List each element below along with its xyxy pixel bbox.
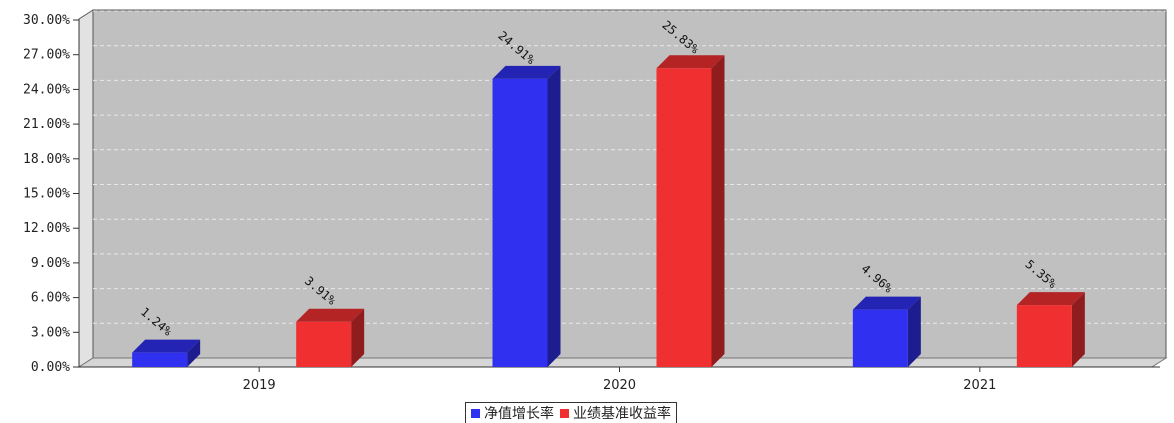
plot-background	[77, 9, 1168, 368]
bar-净值增长率-2020	[492, 65, 561, 368]
bar-top	[132, 339, 201, 353]
legend-item-series-2: 业绩基准收益率	[560, 403, 671, 423]
legend-item-series-1: 净值增长率	[471, 403, 554, 423]
left-wall	[78, 9, 94, 368]
legend: 净值增长率 业绩基准收益率	[465, 402, 677, 423]
y-tick-label: 30.00%	[23, 13, 70, 28]
x-axis: 2019 2020 2021	[79, 366, 1160, 393]
y-tick-label: 6.00%	[31, 291, 70, 306]
legend-swatch-series-1	[471, 408, 480, 418]
y-tick-label: 18.00%	[23, 152, 70, 167]
bar-业绩基准收益率-2020	[656, 55, 725, 367]
bar-front	[656, 68, 712, 367]
bar-净值增长率-2019	[132, 339, 201, 367]
y-tick-label: 24.00%	[23, 82, 70, 97]
bar-top	[296, 308, 365, 322]
legend-label-series-2: 业绩基准收益率	[573, 406, 671, 422]
floor	[77, 357, 1168, 368]
bar-top	[656, 55, 725, 69]
bar-side	[547, 65, 561, 368]
bar-front	[132, 352, 188, 367]
y-tick-label: 9.00%	[31, 256, 70, 271]
bar-front	[492, 78, 548, 368]
bar-side	[187, 339, 201, 367]
bar-side	[711, 55, 725, 367]
bar-side	[907, 296, 921, 367]
y-axis: 0.00% 3.00% 6.00% 9.00% 12.00% 15.00% 18.00% 21…	[23, 13, 80, 375]
bars	[132, 55, 1085, 368]
bar-front	[852, 309, 908, 367]
y-tick-label: 27.00%	[23, 48, 70, 63]
bar-净值增长率-2021	[852, 296, 921, 367]
y-tick-label: 12.00%	[23, 221, 70, 236]
legend-label-series-1: 净值增长率	[484, 406, 554, 422]
bar-side	[1071, 292, 1085, 367]
y-tick-label: 3.00%	[31, 325, 70, 340]
x-tick-label: 2019	[243, 378, 276, 393]
x-tick-label: 2021	[963, 378, 996, 393]
legend-swatch-series-2	[560, 408, 569, 418]
y-tick-label: 0.00%	[31, 360, 70, 375]
y-tick-label: 21.00%	[23, 117, 70, 132]
bar-top	[852, 296, 921, 310]
gridlines	[93, 10, 1166, 324]
bar-side	[351, 308, 365, 367]
bar-front	[296, 321, 352, 367]
bar-业绩基准收益率-2019	[296, 308, 365, 367]
x-tick-label: 2020	[603, 378, 636, 393]
bar-top	[492, 65, 561, 79]
bar-业绩基准收益率-2021	[1016, 292, 1085, 367]
bar-front	[1016, 305, 1072, 367]
bar-top	[1016, 292, 1085, 306]
y-tick-label: 15.00%	[23, 187, 70, 202]
